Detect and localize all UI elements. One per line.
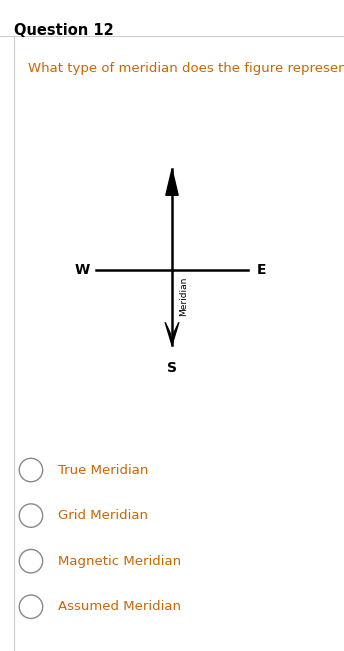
Text: What type of meridian does the figure represent?: What type of meridian does the figure re…: [28, 62, 344, 75]
Text: W: W: [75, 263, 90, 277]
Text: E: E: [257, 263, 266, 277]
Text: Assumed Meridian: Assumed Meridian: [58, 600, 182, 613]
Text: Meridian: Meridian: [179, 277, 188, 316]
Text: Magnetic Meridian: Magnetic Meridian: [58, 555, 182, 568]
Text: S: S: [167, 361, 177, 376]
Text: Question 12: Question 12: [14, 23, 114, 38]
Polygon shape: [166, 169, 178, 195]
Polygon shape: [165, 322, 179, 345]
Text: Grid Meridian: Grid Meridian: [58, 509, 149, 522]
Text: True Meridian: True Meridian: [58, 464, 149, 477]
